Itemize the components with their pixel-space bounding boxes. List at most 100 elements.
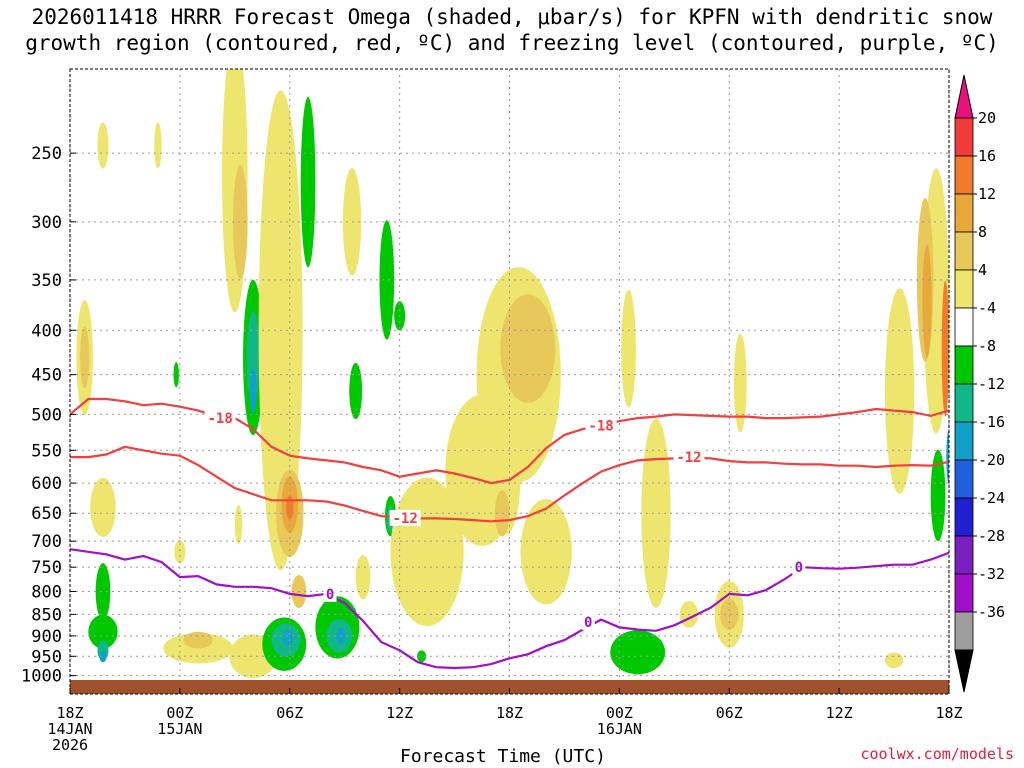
xtick-label-4-0: 18Z: [496, 704, 523, 722]
chart-title-line1: 2026011418 HRRR Forecast Omega (shaded, …: [31, 5, 993, 29]
xtick-label-1-1: 15JAN: [157, 720, 202, 738]
ytick-label-500: 500: [31, 405, 62, 425]
colorbar-swatch-0: [954, 117, 974, 157]
omega-region-49: [641, 418, 671, 608]
colorbar-swatch-1: [954, 155, 974, 195]
omega-region-61: [884, 652, 904, 669]
omega-region-46: [520, 499, 572, 605]
ytick-label-300: 300: [31, 213, 62, 233]
colorbar-label-0: 20: [978, 109, 996, 127]
contour-label-bg: [792, 559, 806, 576]
omega-region-58: [941, 280, 949, 417]
omega-region-52: [720, 598, 739, 630]
xtick-label-0-1: 14JAN: [47, 720, 92, 738]
omega-region-47: [621, 289, 636, 408]
omega-region-40: [417, 650, 427, 663]
omega-region-44: [500, 294, 556, 403]
colorbar-bottom-arrow: [954, 649, 974, 693]
xtick-label-0-0: 18Z: [56, 704, 83, 722]
omega-region-6: [90, 477, 116, 537]
contour-label-bg: [323, 585, 337, 602]
omega-region-28: [300, 96, 316, 268]
x-axis-label: Forecast Time (UTC): [400, 746, 606, 767]
ytick-label-800: 800: [31, 583, 62, 603]
omega-region-19: [234, 504, 243, 545]
ytick-label-650: 650: [31, 504, 62, 524]
colorbar-label-6: -8: [978, 337, 996, 355]
contour-label-bg: [585, 417, 617, 434]
omega-region-3: [88, 614, 118, 649]
colorbar-label-1: 16: [978, 147, 996, 165]
colorbar-swatch-5: [954, 307, 974, 347]
ytick-label-950: 950: [31, 647, 62, 667]
omega-region-18: [249, 368, 257, 414]
colorbar-swatch-3: [954, 231, 974, 271]
omega-region-53: [733, 333, 747, 433]
colorbar-label-2: 12: [978, 185, 996, 203]
ytick-label-450: 450: [31, 366, 62, 386]
plot-frame: [69, 68, 950, 695]
colorbar-label-11: -28: [978, 527, 1005, 545]
omega-region-22: [282, 629, 294, 647]
colorbar-label-12: -32: [978, 565, 1005, 583]
colorbar-label-7: -12: [978, 375, 1005, 393]
ytick-label-250: 250: [31, 144, 62, 164]
ytick-label-550: 550: [31, 441, 62, 461]
omega-region-12: [183, 631, 213, 649]
omega-region-48: [610, 630, 666, 675]
omega-region-15: [232, 164, 248, 279]
omega-region-5: [99, 650, 107, 663]
contour-label-2-1: 0: [584, 615, 592, 631]
ytick-label-600: 600: [31, 474, 62, 494]
omega-region-35: [379, 220, 395, 340]
omega-region-59: [930, 449, 946, 542]
credit-link[interactable]: coolwx.com/models: [860, 745, 1014, 763]
ytick-label-1000: 1000: [21, 667, 62, 687]
omega-region-7: [97, 122, 109, 169]
colorbar-swatch-9: [954, 459, 974, 499]
omega-region-2: [95, 563, 111, 620]
colorbar-swatch-8: [954, 421, 974, 461]
colorbar-label-8: -16: [978, 413, 1005, 431]
ytick-label-350: 350: [31, 271, 62, 291]
ytick-label-400: 400: [31, 321, 62, 341]
omega-region-60: [946, 430, 949, 485]
xtick-label-5-0: 00Z: [606, 704, 633, 722]
ytick-label-700: 700: [31, 532, 62, 552]
contour-label-1-1: -12: [676, 450, 701, 466]
contour-label-0-0: -18: [208, 411, 233, 427]
ytick-label-900: 900: [31, 627, 62, 647]
colorbar-swatch-13: [954, 611, 974, 651]
colorbar-top-arrow: [954, 74, 974, 119]
xtick-label-7-0: 12Z: [826, 704, 853, 722]
xtick-label-3-0: 12Z: [386, 704, 413, 722]
colorbar-label-4: 4: [978, 261, 987, 279]
ytick-label-750: 750: [31, 558, 62, 578]
omega-region-34: [355, 555, 371, 600]
xtick-label-2-0: 06Z: [276, 704, 303, 722]
xtick-label-0-2: 2026: [52, 736, 88, 754]
omega-region-32: [349, 362, 363, 420]
omega-region-8: [154, 122, 162, 169]
colorbar-label-5: -4: [978, 299, 996, 317]
xtick-label-8-0: 18Z: [935, 704, 962, 722]
xtick-label-1-0: 00Z: [166, 704, 193, 722]
omega-region-9: [174, 540, 186, 564]
colorbar-label-10: -24: [978, 489, 1005, 507]
omega-region-57: [922, 244, 932, 358]
xtick-label-6-0: 06Z: [716, 704, 743, 722]
contour-label-2-2: 0: [795, 560, 803, 576]
colorbar-swatch-7: [954, 383, 974, 423]
colorbar-label-9: -20: [978, 451, 1005, 469]
contour-label-2-0: 0: [326, 587, 334, 603]
colorbar-swatch-4: [954, 269, 974, 309]
contour-label-1-0: -12: [392, 511, 417, 527]
omega-region-54: [884, 288, 915, 494]
xtick-label-5-1: 16JAN: [597, 720, 642, 738]
omega-region-1: [80, 326, 90, 389]
chart-title-line2: growth region (contoured, red, ºC) and f…: [25, 31, 999, 55]
colorbar-label-13: -36: [978, 603, 1005, 621]
colorbar-swatch-10: [954, 497, 974, 537]
contour-label-bg: [204, 410, 236, 427]
